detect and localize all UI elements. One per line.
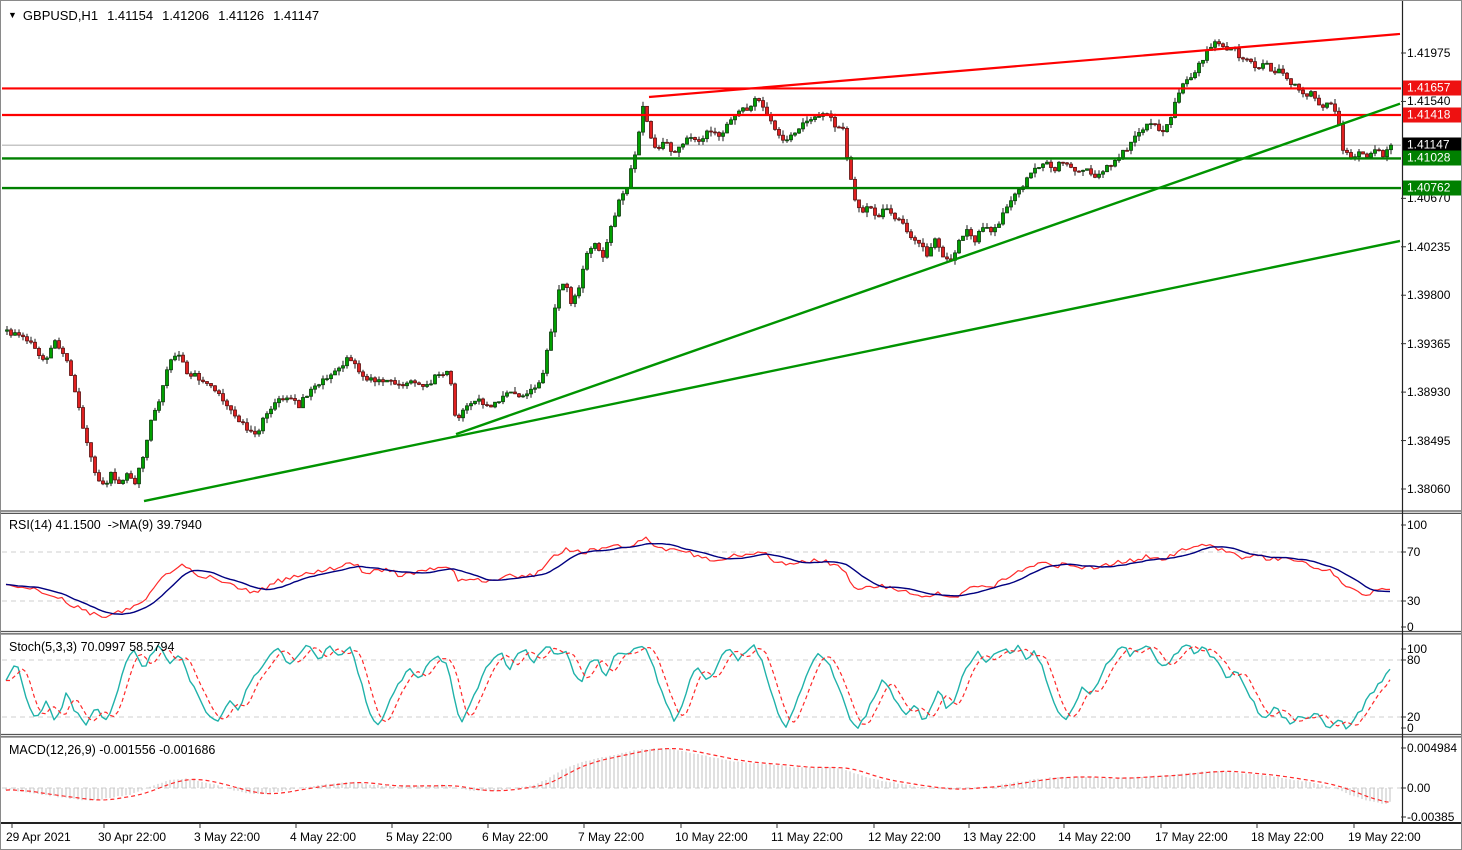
- price-axis[interactable]: [1402, 1, 1461, 823]
- analysis-objects[interactable]: [2, 32, 1401, 503]
- candlestick-series: [5, 39, 1393, 489]
- axis-tick-marks: [11, 52, 1406, 828]
- rsi-lines: [5, 536, 1391, 619]
- macd-series: [5, 747, 1391, 804]
- trendline-2[interactable]: [143, 239, 1401, 503]
- panel-frame: [1, 1, 1461, 824]
- time-axis[interactable]: [1, 824, 1461, 849]
- trendline-1[interactable]: [648, 32, 1401, 99]
- stochastic-lines: [5, 644, 1391, 730]
- indicator-gridlines: [2, 551, 1401, 789]
- trendline-3[interactable]: [455, 102, 1401, 436]
